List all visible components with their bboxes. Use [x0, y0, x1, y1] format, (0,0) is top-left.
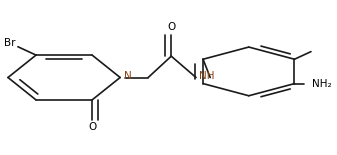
Text: O: O — [88, 122, 96, 132]
Text: NH₂: NH₂ — [312, 79, 332, 89]
Text: NH: NH — [199, 71, 214, 81]
Text: Br: Br — [4, 38, 16, 48]
Text: O: O — [167, 22, 175, 32]
Text: N: N — [124, 71, 131, 81]
